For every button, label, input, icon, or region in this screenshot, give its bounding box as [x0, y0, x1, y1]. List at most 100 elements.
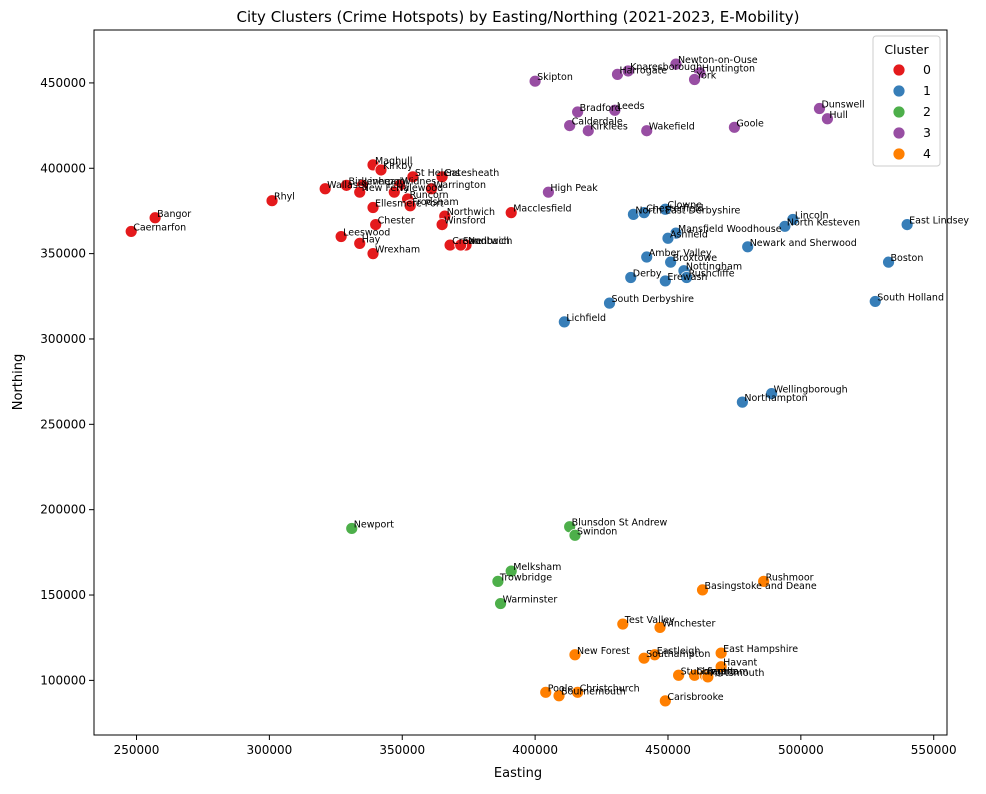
y-tick-label: 250000: [40, 417, 86, 431]
y-tick-label: 150000: [40, 588, 86, 602]
point-label: Goole: [736, 118, 764, 129]
x-tick-label: 550000: [911, 743, 957, 757]
data-point-cluster-1: [882, 255, 895, 269]
legend: Cluster 0 1 2 3 4: [872, 35, 941, 167]
data-point-cluster-0: [366, 201, 380, 214]
y-tick-label: 100000: [40, 673, 86, 687]
point-label: South Holland: [877, 292, 944, 303]
data-point-cluster-3: [621, 64, 635, 78]
point-label: Northwich: [447, 207, 495, 218]
point-label: Crewe: [452, 236, 482, 247]
data-point-cluster-0: [435, 170, 449, 184]
point-label: Chesterfield: [646, 204, 703, 215]
data-point-cluster-1: [765, 387, 779, 400]
point-label: Winchester: [662, 618, 715, 629]
data-point-cluster-4: [653, 621, 667, 634]
point-label: Knaresborough: [630, 62, 702, 73]
data-point-cluster-3: [542, 185, 555, 199]
x-tick-label: 400000: [512, 743, 558, 757]
point-label: Basingstoke and Deane: [705, 581, 817, 592]
data-point-cluster-4: [672, 668, 686, 682]
data-point-cluster-0: [425, 182, 438, 196]
point-label: Bangor: [157, 209, 191, 220]
point-label: Hull: [829, 110, 847, 121]
point-label: Poole: [548, 683, 574, 694]
data-point-cluster-0: [435, 218, 449, 232]
y-tick-label: 300000: [40, 332, 86, 346]
point-label: Portsmouth: [710, 668, 765, 679]
data-point-cluster-2: [494, 597, 507, 610]
x-tick-label: 450000: [645, 743, 691, 757]
legend-marker: [892, 126, 906, 140]
point-label: Calderdale: [572, 117, 623, 128]
legend-marker: [892, 105, 906, 119]
data-point-cluster-1: [624, 271, 638, 284]
data-point-cluster-1: [680, 271, 693, 284]
data-point-cluster-1: [557, 315, 571, 329]
data-point-cluster-0: [353, 185, 367, 199]
data-point-cluster-3: [563, 119, 577, 132]
x-tick-label: 300000: [246, 743, 292, 757]
data-point-cluster-4: [714, 646, 728, 660]
data-point-cluster-4: [696, 583, 709, 597]
y-tick-label: 350000: [40, 247, 86, 261]
point-label: Kirklees: [590, 122, 628, 133]
data-point-cluster-1: [664, 255, 678, 269]
point-label: Leeswood: [343, 228, 390, 239]
data-point-cluster-1: [778, 219, 792, 233]
point-label: Wallasey: [327, 180, 370, 191]
data-point-cluster-4: [701, 670, 715, 684]
data-point-cluster-0: [353, 236, 367, 250]
data-point-cluster-0: [504, 206, 518, 220]
data-point-cluster-3: [581, 124, 595, 138]
data-point-cluster-1: [603, 296, 616, 310]
point-label: Wrexham: [375, 245, 420, 256]
point-label: Winsford: [444, 216, 486, 227]
point-label: Wellingborough: [774, 385, 848, 396]
data-point-cluster-0: [403, 199, 417, 213]
data-point-cluster-3: [813, 102, 826, 115]
point-label: East Hampshire: [723, 644, 798, 655]
data-point-cluster-4: [637, 651, 651, 665]
point-label: Macclesfield: [513, 204, 571, 215]
data-point-cluster-3: [640, 124, 654, 138]
point-label: Liverpool: [364, 176, 408, 187]
point-label: New Ferry: [362, 183, 410, 194]
point-label: Warrington: [433, 180, 486, 191]
point-label: Sandbach: [463, 236, 510, 247]
point-label: North Kesteven: [787, 217, 860, 228]
data-point-cluster-0: [387, 185, 401, 199]
data-point-cluster-1: [900, 218, 914, 232]
point-label: Nantwich: [468, 236, 512, 247]
x-tick-label: 500000: [778, 743, 824, 757]
point-label: Christchurch: [580, 683, 640, 694]
legend-entry-label: 1: [923, 83, 931, 98]
x-tick-label: 250000: [114, 743, 160, 757]
point-label: Birkenhead: [348, 176, 402, 187]
point-label: Clowne: [667, 200, 702, 211]
data-point-cluster-0: [334, 230, 348, 243]
data-point-cluster-3: [571, 105, 585, 119]
point-label: Blunsdon St Andrew: [572, 518, 668, 529]
y-axis-label: Northing: [11, 354, 26, 410]
point-label: Runcorn: [410, 190, 449, 201]
point-label: Carisbrooke: [667, 692, 723, 703]
data-point-cluster-0: [148, 211, 162, 225]
data-point-cluster-4: [757, 574, 771, 588]
point-label: Lichfield: [566, 313, 606, 324]
data-point-cluster-0: [406, 170, 420, 184]
point-label: Ashfield: [670, 229, 708, 240]
point-label: Trowbridge: [499, 572, 552, 583]
point-label: Bournemouth: [561, 687, 626, 698]
data-point-cluster-0: [369, 218, 383, 232]
point-label: Harrogate: [619, 65, 667, 76]
point-label: Melksham: [513, 562, 561, 573]
data-point-cluster-4: [714, 660, 728, 674]
point-label: Rhyl: [274, 192, 295, 203]
point-label: Mansfield Woodhouse: [678, 224, 782, 235]
point-label: New Forest: [577, 646, 630, 657]
data-point-cluster-1: [868, 295, 882, 308]
y-tick-label: 200000: [40, 503, 86, 517]
point-label: Newark and Sherwood: [750, 238, 857, 249]
